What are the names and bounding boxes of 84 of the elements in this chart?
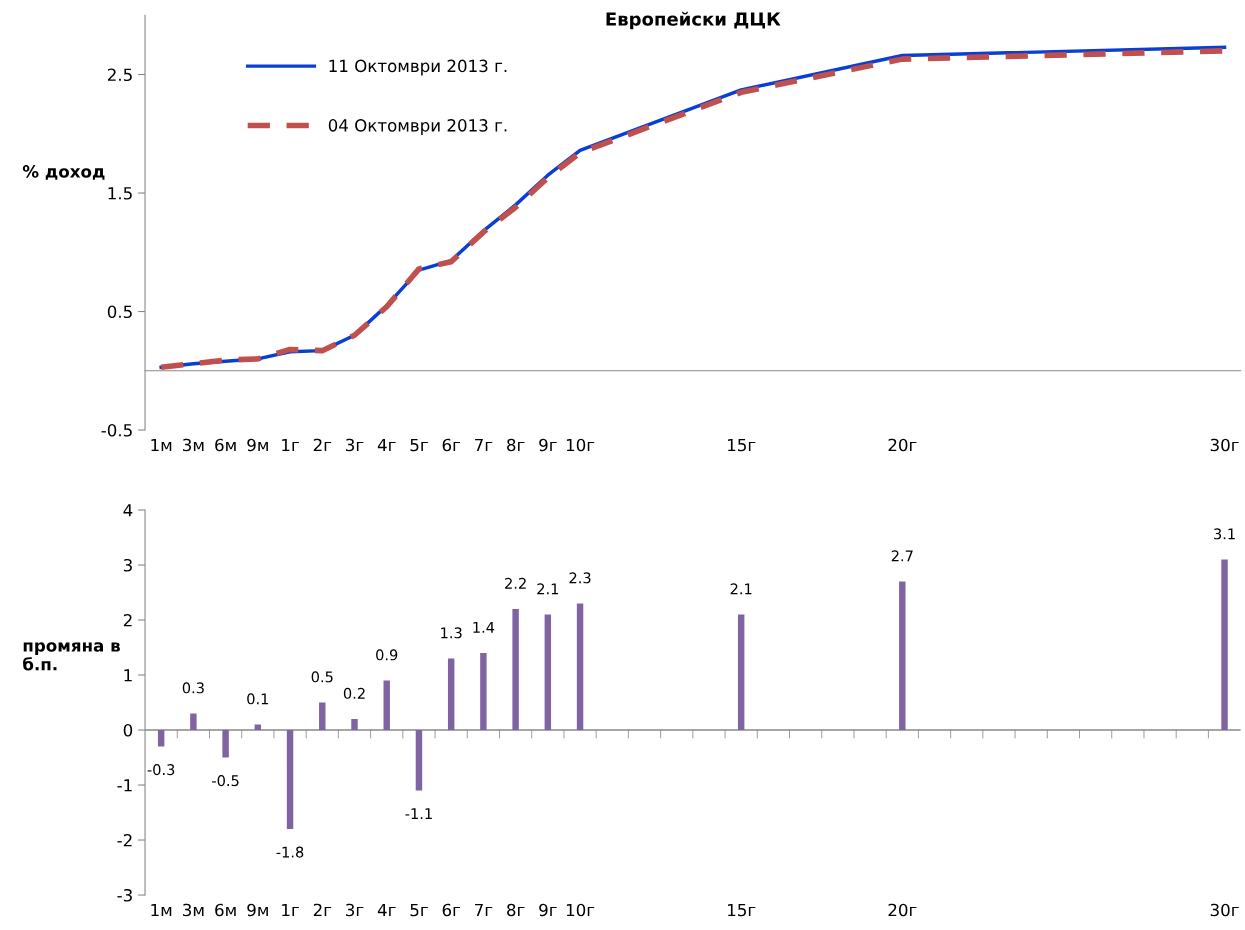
x-tick-label: 1м bbox=[151, 438, 172, 452]
data-label: 2.1 bbox=[730, 583, 752, 595]
y-tick-label: -0.5 bbox=[101, 423, 132, 437]
data-label: 2.7 bbox=[891, 550, 913, 562]
y-tick-label: 1.5 bbox=[108, 187, 132, 200]
bar bbox=[415, 730, 423, 791]
y-tick-label: 2 bbox=[123, 613, 132, 627]
x-tick-label: 3г bbox=[346, 903, 364, 917]
data-label: 0.5 bbox=[311, 671, 333, 683]
bar bbox=[157, 730, 165, 747]
x-tick-label: 8г bbox=[507, 903, 525, 917]
x-tick-label: 5г bbox=[410, 438, 428, 452]
x-tick-label: 20г bbox=[888, 438, 917, 452]
y-axis-title: промяна в б.п. bbox=[23, 642, 120, 671]
bar bbox=[319, 702, 326, 731]
x-tick-label: 15г bbox=[728, 903, 756, 917]
x-tick-label: 30г bbox=[1210, 903, 1239, 917]
bar bbox=[576, 603, 584, 731]
x-tick-label: 9м bbox=[247, 903, 268, 917]
data-label: 2.3 bbox=[569, 572, 591, 584]
data-label: 0.9 bbox=[376, 649, 398, 661]
legend-label: 11 Октомври 2013 г. bbox=[329, 59, 507, 76]
x-tick-label: 1м bbox=[151, 903, 172, 917]
x-tick-label: 10г bbox=[566, 903, 595, 917]
x-tick-label: 9г bbox=[539, 438, 557, 452]
data-label: -1.8 bbox=[276, 846, 304, 858]
data-label: 0.2 bbox=[343, 687, 365, 699]
x-tick-label: 2г bbox=[313, 438, 332, 452]
x-tick-label: 4г bbox=[377, 438, 396, 452]
bar bbox=[480, 653, 487, 731]
bar bbox=[286, 730, 294, 830]
x-tick-label: 3м bbox=[183, 438, 204, 452]
y-axis-title: % доход bbox=[22, 165, 105, 180]
bar bbox=[737, 614, 745, 731]
x-tick-label: 9м bbox=[247, 438, 268, 452]
data-label: 3.1 bbox=[1214, 528, 1235, 540]
bar bbox=[899, 581, 906, 731]
y-tick-label: 2.5 bbox=[107, 68, 132, 82]
bar bbox=[383, 680, 390, 731]
x-tick-label: 7г bbox=[475, 903, 493, 917]
x-tick-label: 20г bbox=[888, 903, 917, 917]
data-label: 1.4 bbox=[473, 622, 495, 633]
data-label: -0.5 bbox=[212, 775, 239, 787]
x-tick-label: 6м bbox=[215, 903, 236, 917]
bar bbox=[512, 609, 519, 731]
data-label: 0.1 bbox=[247, 693, 269, 705]
x-tick-label: 5г bbox=[410, 903, 428, 917]
y-tick-label: 0.5 bbox=[107, 305, 132, 319]
x-tick-label: 6м bbox=[215, 438, 236, 452]
x-tick-label: 10г bbox=[566, 438, 595, 452]
y-tick-label: -1 bbox=[117, 779, 132, 792]
bar bbox=[222, 730, 229, 758]
legend-label: 04 Октомври 2013 г. bbox=[328, 119, 507, 135]
bar bbox=[447, 658, 455, 731]
x-tick-label: 9г bbox=[539, 903, 557, 917]
x-tick-label: 7г bbox=[475, 438, 493, 452]
y-tick-label: -2 bbox=[117, 833, 132, 847]
x-tick-label: 4г bbox=[377, 903, 396, 917]
data-label: -1.1 bbox=[405, 808, 432, 819]
x-tick-label: 30г bbox=[1210, 438, 1239, 452]
x-tick-label: 3м bbox=[183, 903, 204, 917]
x-tick-label: 15г bbox=[728, 438, 756, 452]
bar bbox=[351, 719, 358, 731]
bar bbox=[1221, 559, 1228, 731]
x-tick-label: 6г bbox=[442, 438, 461, 452]
bar bbox=[544, 614, 552, 731]
x-tick-label: 3г bbox=[346, 438, 364, 452]
y-tick-label: 3 bbox=[123, 558, 132, 572]
y-tick-label: 4 bbox=[123, 504, 133, 517]
data-label: 2.1 bbox=[537, 583, 559, 595]
data-label: 1.3 bbox=[441, 627, 462, 639]
y-tick-label: 0 bbox=[123, 723, 133, 737]
data-label: 0.3 bbox=[182, 682, 204, 694]
x-tick-label: 2г bbox=[313, 903, 332, 917]
x-tick-label: 6г bbox=[442, 903, 461, 917]
x-tick-label: 1г bbox=[282, 903, 299, 917]
bar bbox=[190, 713, 197, 731]
x-tick-label: 1г bbox=[282, 438, 299, 452]
chart-title: Европейски ДЦК bbox=[606, 11, 781, 30]
data-label: 2.2 bbox=[505, 577, 526, 589]
y-tick-label: -3 bbox=[117, 888, 132, 902]
y-tick-label: 1 bbox=[124, 669, 132, 682]
x-tick-label: 8г bbox=[507, 438, 525, 452]
data-label: -0.3 bbox=[147, 764, 175, 776]
